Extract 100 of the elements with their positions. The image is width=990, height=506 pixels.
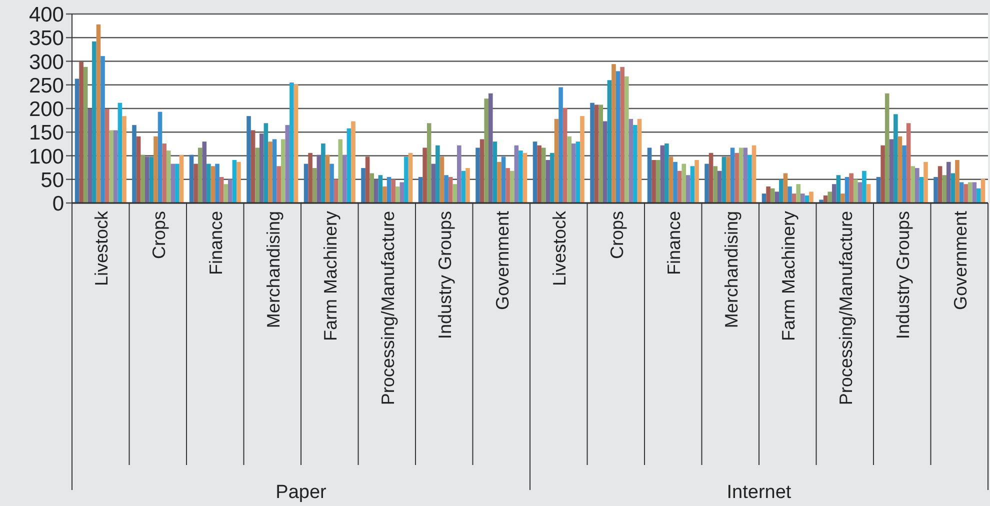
bar [452,184,458,203]
bar [919,177,924,203]
bar [194,164,198,203]
bar [118,102,122,203]
bar [682,164,686,203]
bar [836,175,841,203]
y-tick-label: 50 [40,168,64,192]
bar [290,82,294,203]
bar [537,145,542,203]
bar [426,123,432,203]
bar [276,166,281,203]
bar [955,160,960,203]
bar [404,156,408,203]
bar [915,168,920,203]
bar [219,177,224,203]
bar [400,182,404,203]
bar [704,164,709,203]
bar [832,184,836,203]
bar [501,156,506,203]
bar [858,182,862,203]
bar [677,170,682,203]
x-tick-label: Merchandising [263,211,284,328]
bar [175,164,180,203]
bar [788,186,792,203]
bar [554,118,559,203]
bar [506,168,510,203]
bar [342,154,347,203]
bar [259,134,264,203]
bar [894,114,898,203]
bar [264,123,268,203]
bar [391,179,396,203]
bar [664,143,669,203]
x-tick-label: Industry Groups [893,211,914,340]
bar [572,143,576,203]
bar [321,143,326,203]
bar [652,160,656,203]
bar [316,154,322,203]
bar [546,160,550,203]
bar [743,148,748,203]
bar [796,184,801,203]
bar [215,164,220,203]
bar [382,186,387,203]
bar [386,177,392,203]
x-tick-label: Processing/Manufacture [378,211,398,406]
bar [109,130,114,203]
bar [370,173,374,203]
bar [594,104,599,203]
bar [612,64,616,203]
bar [541,148,546,203]
bar [395,186,400,203]
bar [942,175,946,203]
bar [849,173,854,203]
bar [779,179,784,203]
x-tick-label: Processing/Manufacture [836,211,856,406]
bar [88,108,92,203]
bar [550,152,554,203]
x-tick-label: Crops [606,211,627,260]
bar [100,56,105,203]
bar [766,186,770,203]
bar [96,24,101,203]
x-tick-label: Government [492,211,512,310]
bar [198,148,202,203]
x-tick-label: Finance [664,211,684,276]
bar [232,160,237,203]
bar [656,160,660,203]
bar [844,177,850,203]
bar [488,93,493,203]
bar [738,148,744,203]
bar [976,188,981,203]
bar [748,154,752,203]
bar [268,142,272,203]
bar [686,175,690,203]
bar [532,142,538,203]
bar [444,175,448,203]
bar [422,148,427,203]
bar [440,156,444,203]
bar [598,104,603,203]
bar [436,145,440,203]
bar [889,139,894,203]
bar [140,154,145,203]
x-tick-label: Livestock [92,210,112,286]
bar [972,182,977,203]
bar [272,139,277,203]
bar [170,164,176,203]
bar [466,168,470,203]
x-tick-label: Farm Machinery [320,211,341,342]
bar [690,166,695,203]
bar [162,143,166,203]
bar [752,145,756,203]
bar [722,156,726,203]
bar [114,130,118,203]
bar [819,200,824,203]
bar [250,130,256,203]
x-tick-label: Industry Groups [435,211,456,340]
bar [224,184,228,203]
bar [694,160,699,203]
bar [448,177,453,203]
bar [924,162,928,203]
x-tick-label: Government [950,211,970,310]
bar [590,102,594,203]
